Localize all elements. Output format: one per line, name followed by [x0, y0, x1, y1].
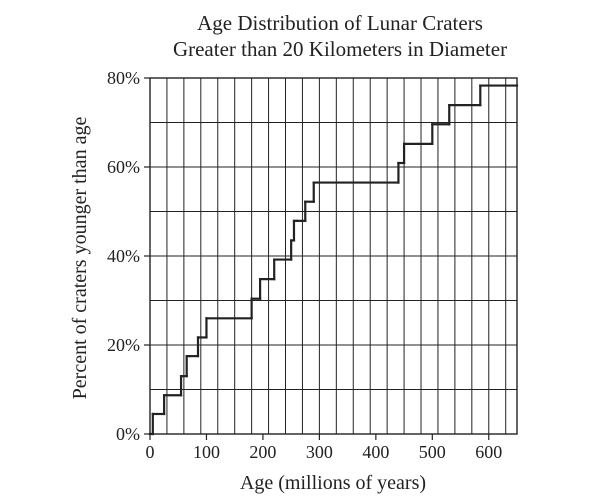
x-axis-label: Age (millions of years): [240, 472, 426, 494]
x-tick-label: 400: [362, 442, 389, 462]
axis-ticks: 0 100 200 300 400 500 600 0% 20% 40% 60% 80%: [107, 68, 502, 462]
chart-title-line-1: Age Distribution of Lunar Craters: [197, 11, 483, 35]
data-marks: [148, 84, 519, 436]
y-tick-label: 60%: [107, 157, 140, 177]
x-tick-label: 600: [475, 442, 502, 462]
y-axis-label: Percent of craters younger than age: [69, 117, 91, 400]
y-tick-label: 0%: [116, 424, 140, 444]
x-tick-label: 100: [193, 442, 220, 462]
x-tick-label: 500: [419, 442, 446, 462]
x-tick-label: 200: [249, 442, 276, 462]
x-tick-label: 0: [146, 442, 155, 462]
x-tick-label: 300: [306, 442, 333, 462]
y-tick-label: 40%: [107, 246, 140, 266]
chart-title-line-2: Greater than 20 Kilometers in Diameter: [173, 37, 507, 61]
y-tick-label: 80%: [107, 68, 140, 88]
y-tick-label: 20%: [107, 335, 140, 355]
grid: [150, 78, 517, 434]
